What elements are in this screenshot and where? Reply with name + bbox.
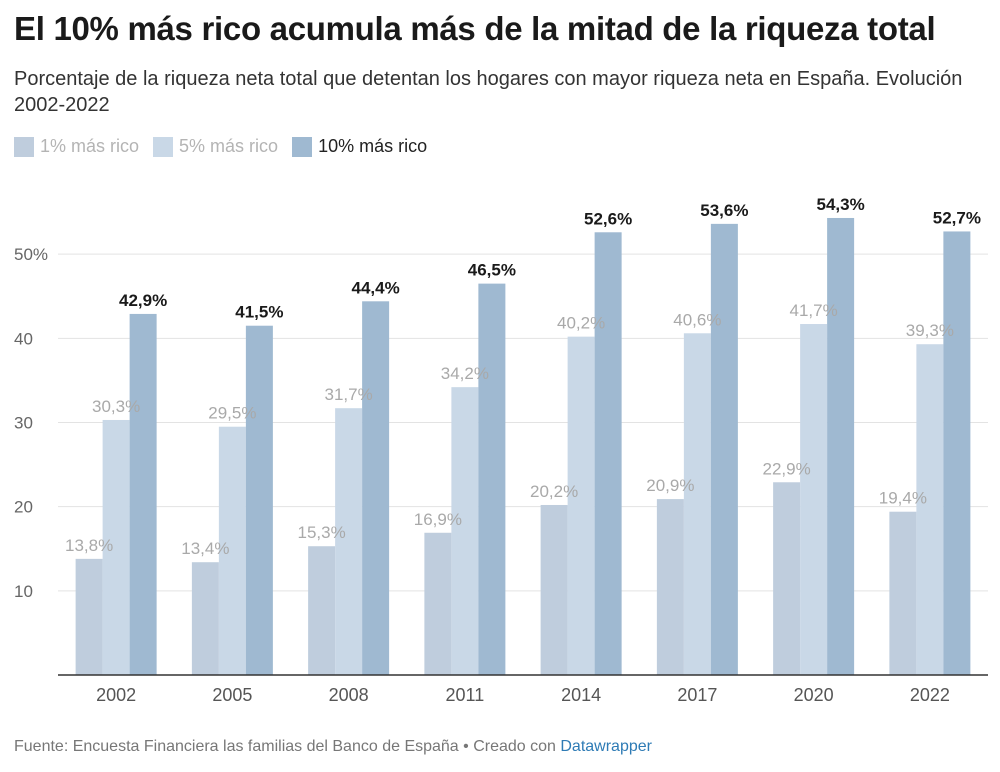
bar-2020-series-1 <box>800 324 828 675</box>
legend-item-10pct[interactable]: 10% más rico <box>292 136 427 157</box>
data-label-2020-series-2: 54,3% <box>817 195 865 214</box>
data-label-2022-series-0: 19,4% <box>879 489 927 508</box>
data-label-2011-series-0: 16,9% <box>414 510 462 529</box>
bar-2011-series-0 <box>424 532 452 675</box>
data-label-2005-series-2: 41,5% <box>235 303 283 322</box>
bar-2008-series-2 <box>362 301 390 675</box>
bar-2005-series-2 <box>245 325 273 675</box>
data-label-2011-series-2: 46,5% <box>468 261 516 280</box>
data-label-2017-series-2: 53,6% <box>700 201 748 220</box>
legend-swatch-10pct <box>292 136 313 157</box>
bar-2014-series-2 <box>594 232 622 676</box>
x-tick-label-2014: 2014 <box>561 685 601 705</box>
legend: 1% más rico 5% más rico 10% más rico <box>14 136 441 157</box>
x-tick-label-2002: 2002 <box>96 685 136 705</box>
bar-2002-series-0 <box>75 558 103 675</box>
bar-2014-series-0 <box>540 504 568 675</box>
data-label-2014-series-2: 52,6% <box>584 209 632 228</box>
x-tick-label-2008: 2008 <box>329 685 369 705</box>
bar-2017-series-1 <box>683 333 711 675</box>
legend-label-1pct: 1% más rico <box>40 136 140 156</box>
legend-swatch-1pct <box>14 136 34 157</box>
y-tick-label-10: 10 <box>14 582 33 601</box>
y-tick-label-50: 50% <box>14 245 48 264</box>
bar-2017-series-0 <box>656 499 684 675</box>
bar-2005-series-0 <box>191 562 219 675</box>
legend-swatch-5pct <box>153 136 174 157</box>
legend-item-5pct[interactable]: 5% más rico <box>153 136 278 157</box>
data-label-2014-series-1: 40,2% <box>557 314 605 333</box>
x-tick-label-2005: 2005 <box>212 685 252 705</box>
bar-2022-series-1 <box>916 344 944 675</box>
data-label-2002-series-1: 30,3% <box>92 397 140 416</box>
data-label-2011-series-1: 34,2% <box>441 364 489 383</box>
source-text: Fuente: Encuesta Financiera las familias… <box>14 738 561 755</box>
data-label-2017-series-1: 40,6% <box>673 310 721 329</box>
y-tick-label-30: 30 <box>14 414 33 433</box>
data-label-2022-series-2: 52,7% <box>933 208 981 227</box>
chart-subtitle: Porcentaje de la riqueza neta total que … <box>14 68 963 116</box>
bar-2020-series-0 <box>773 482 801 675</box>
x-tick-label-2020: 2020 <box>794 685 834 705</box>
x-tick-label-2022: 2022 <box>910 685 950 705</box>
legend-label-5pct: 5% más rico <box>179 136 279 156</box>
bar-2011-series-2 <box>478 283 506 675</box>
data-label-2008-series-2: 44,4% <box>352 278 400 297</box>
bar-2002-series-1 <box>102 419 130 675</box>
bar-2022-series-0 <box>889 511 917 675</box>
bar-2020-series-2 <box>827 217 855 675</box>
bar-2011-series-1 <box>451 387 479 675</box>
data-label-2017-series-0: 20,9% <box>646 476 694 495</box>
x-tick-label-2011: 2011 <box>446 685 485 705</box>
bar-2002-series-2 <box>129 313 157 675</box>
x-tick-label-2017: 2017 <box>677 685 717 705</box>
data-label-2022-series-1: 39,3% <box>906 321 954 340</box>
bar-2008-series-1 <box>335 408 363 675</box>
legend-item-1pct[interactable]: 1% más rico <box>14 136 139 157</box>
chart-title: El 10% más rico acumula más de la mitad … <box>14 10 936 47</box>
bar-2005-series-1 <box>218 426 246 675</box>
y-tick-label-40: 40 <box>14 329 33 348</box>
bar-2017-series-2 <box>710 223 738 675</box>
data-label-2008-series-1: 31,7% <box>325 385 373 404</box>
data-label-2002-series-0: 13,8% <box>65 536 113 555</box>
bar-2008-series-0 <box>308 546 336 675</box>
data-label-2005-series-1: 29,5% <box>208 404 256 423</box>
data-label-2002-series-2: 42,9% <box>119 291 167 310</box>
data-label-2014-series-0: 20,2% <box>530 482 578 501</box>
data-label-2005-series-0: 13,4% <box>181 539 229 558</box>
bar-2014-series-1 <box>567 336 595 675</box>
footer: Fuente: Encuesta Financiera las familias… <box>14 738 652 756</box>
data-label-2008-series-0: 15,3% <box>298 523 346 542</box>
data-label-2020-series-1: 41,7% <box>790 301 838 320</box>
bar-2022-series-2 <box>943 231 971 676</box>
legend-label-10pct: 10% más rico <box>318 136 428 156</box>
y-tick-label-20: 20 <box>14 498 33 517</box>
data-label-2020-series-0: 22,9% <box>763 459 811 478</box>
datawrapper-link[interactable]: Datawrapper <box>560 738 652 755</box>
